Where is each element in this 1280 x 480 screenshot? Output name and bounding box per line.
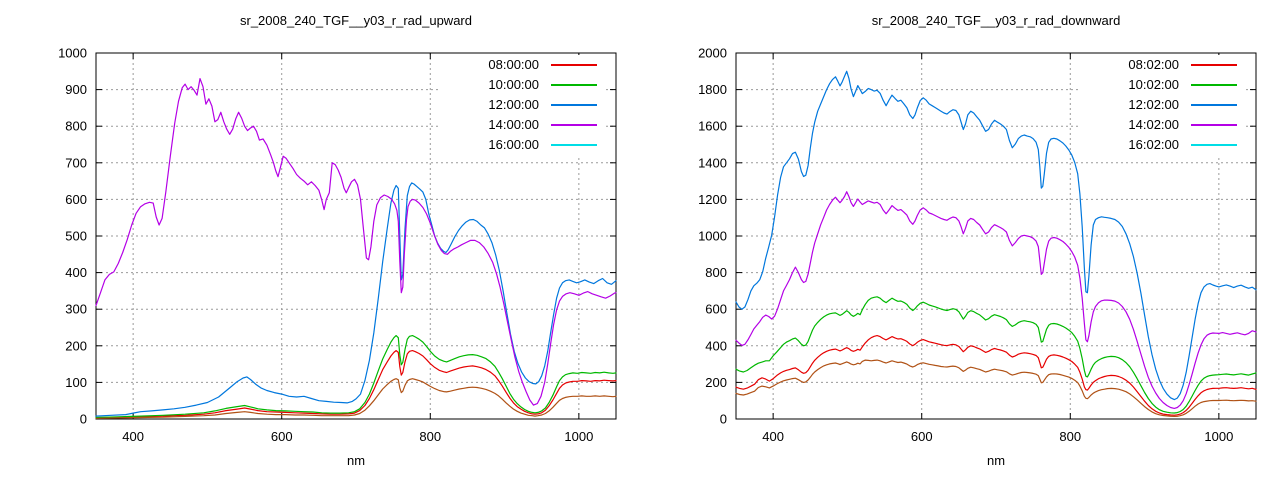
chart-title-downward: sr_2008_240_TGF__y03_r_rad_downward [871, 13, 1121, 28]
x-tick-label: 400 [122, 429, 144, 444]
y-tick-label: 200 [65, 338, 87, 353]
series-curve-160000 [95, 378, 617, 419]
legend-entry: 16:02:00 [1080, 135, 1244, 155]
plot-svg-downward: 0 200 400 600 800 1000 1200 1400 1600 1800 2000 400… [698, 46, 1257, 444]
x-axis-title-upward: nm [346, 453, 366, 468]
legend-label: 08:00:00 [488, 57, 539, 72]
x-tick-label: 600 [911, 429, 933, 444]
legend-entry: 10:02:00 [1080, 75, 1244, 95]
series-curve-080200 [735, 335, 1257, 416]
x-tick-label: 1000 [1204, 429, 1233, 444]
legend-line-sample-icon [551, 124, 597, 126]
legend-entry: 08:02:00 [1080, 55, 1244, 75]
y-tick-label: 100 [65, 375, 87, 390]
x-tick-labels: 400 600 800 1000 [762, 429, 1233, 444]
series-curve-080000 [95, 350, 617, 419]
y-tick-labels: 0 200 400 600 800 1000 1200 1400 1600 1800 2000 [698, 46, 727, 427]
legend-line-sample-icon [1191, 124, 1237, 126]
y-tick-label: 200 [705, 375, 727, 390]
x-tick-label: 800 [419, 429, 441, 444]
y-tick-label: 400 [705, 338, 727, 353]
y-tick-label: 600 [705, 302, 727, 317]
x-tick-label: 800 [1059, 429, 1081, 444]
series-curve-120000 [95, 182, 617, 417]
legend-label: 08:02:00 [1128, 57, 1179, 72]
series-curve-100000 [95, 335, 617, 419]
y-tick-label: 0 [80, 412, 87, 427]
legend-upward: 08:00:00 10:00:00 12:00:00 14:00:00 16:0… [440, 55, 604, 155]
y-tick-label: 700 [65, 155, 87, 170]
plot-svg-upward: 0 100 200 300 400 500 600 700 800 900 1000 400 600 80… [58, 46, 617, 444]
plot-border [735, 52, 1257, 420]
y-tick-label: 300 [65, 302, 87, 317]
y-tick-label: 1000 [58, 46, 87, 61]
y-tick-label: 1400 [698, 155, 727, 170]
legend-label: 10:00:00 [488, 77, 539, 92]
legend-entry: 14:00:00 [440, 115, 604, 135]
y-tick-label: 600 [65, 192, 87, 207]
legend-entry: 08:00:00 [440, 55, 604, 75]
legend-entry: 10:00:00 [440, 75, 604, 95]
x-axis-title-downward: nm [986, 453, 1006, 468]
legend-entry: 16:00:00 [440, 135, 604, 155]
plot-border [95, 52, 617, 420]
grid [736, 53, 1256, 419]
legend-entry: 14:02:00 [1080, 115, 1244, 135]
legend-label: 16:02:00 [1128, 137, 1179, 152]
y-tick-label: 800 [705, 265, 727, 280]
legend-label: 10:02:00 [1128, 77, 1179, 92]
y-tick-label: 1600 [698, 119, 727, 134]
x-tick-label: 400 [762, 429, 784, 444]
chart-title-upward: sr_2008_240_TGF__y03_r_rad_upward [240, 13, 472, 28]
legend-entry: 12:00:00 [440, 95, 604, 115]
chart-rad-upward: sr_2008_240_TGF__y03_r_rad_upward 0 100 20… [58, 13, 617, 468]
series-curve-120200 [735, 70, 1257, 401]
y-tick-label: 1000 [698, 229, 727, 244]
legend-line-sample-icon [1191, 144, 1237, 146]
x-tick-labels: 400 600 800 1000 [122, 429, 593, 444]
y-tick-labels: 0 100 200 300 400 500 600 700 800 900 1000 [58, 46, 87, 427]
y-tick-label: 1200 [698, 192, 727, 207]
curves [95, 77, 617, 419]
series-curve-140000 [95, 77, 617, 406]
legend-entry: 12:02:00 [1080, 95, 1244, 115]
legend-line-sample-icon [551, 144, 597, 146]
legend-line-sample-icon [551, 64, 597, 66]
legend-label: 12:00:00 [488, 97, 539, 112]
y-tick-label: 1800 [698, 82, 727, 97]
curves [735, 70, 1257, 417]
legend-label: 14:00:00 [488, 117, 539, 132]
y-tick-label: 2000 [698, 46, 727, 61]
legend-downward: 08:02:00 10:02:00 12:02:00 14:02:00 16:0… [1080, 55, 1244, 155]
legend-line-sample-icon [1191, 64, 1237, 66]
series-curve-160200 [735, 359, 1257, 417]
x-tick-label: 1000 [564, 429, 593, 444]
legend-line-sample-icon [551, 84, 597, 86]
chart-rad-downward: sr_2008_240_TGF__y03_r_rad_downward 0 200… [640, 0, 1280, 480]
legend-line-sample-icon [1191, 84, 1237, 86]
x-tick-label: 600 [271, 429, 293, 444]
legend-label: 14:02:00 [1128, 117, 1179, 132]
y-tick-label: 900 [65, 82, 87, 97]
series-curve-140200 [735, 191, 1257, 409]
y-tick-label: 0 [720, 412, 727, 427]
legend-line-sample-icon [1191, 104, 1237, 106]
legend-label: 16:00:00 [488, 137, 539, 152]
legend-label: 12:02:00 [1128, 97, 1179, 112]
y-tick-label: 500 [65, 229, 87, 244]
y-tick-label: 400 [65, 265, 87, 280]
legend-line-sample-icon [551, 104, 597, 106]
series-curve-100200 [735, 296, 1257, 414]
y-tick-label: 800 [65, 119, 87, 134]
